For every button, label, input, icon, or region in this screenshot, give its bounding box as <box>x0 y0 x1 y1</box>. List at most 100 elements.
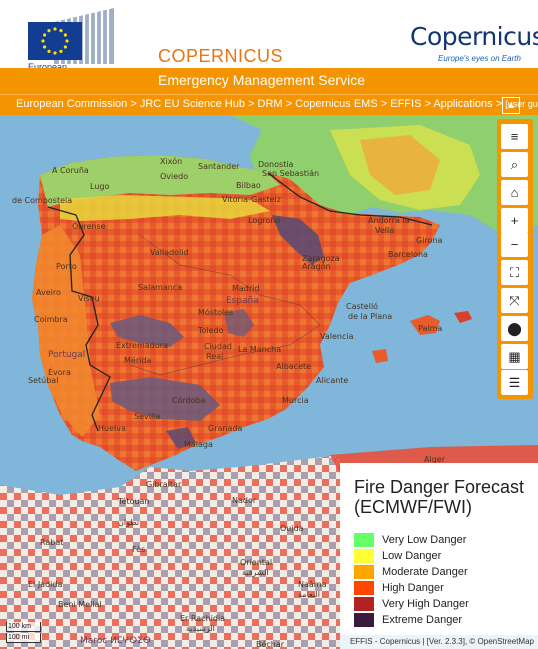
breadcrumb-separator: > <box>282 98 296 110</box>
legend-swatch <box>354 533 374 547</box>
place-label-47: Málaga <box>184 440 213 449</box>
map-toolbar: ≡ ⌕ ⌂ + − ⛶ ⤧ ⬤ ▦ ☰ <box>497 119 533 399</box>
place-label-44: Sevilla <box>134 412 161 421</box>
place-label-63: الرشيدية <box>186 624 215 633</box>
map-border-regions <box>129 234 321 376</box>
page-title: COPERNICUS <box>158 46 284 66</box>
search-icon[interactable]: ⌕ <box>501 152 528 177</box>
place-label-3: Donostia <box>258 160 294 169</box>
place-label-64: Béchar <box>256 640 285 649</box>
map-mallorca <box>410 315 440 335</box>
layers-grid-icon[interactable]: ▦ <box>501 344 528 369</box>
site-header: European Commission COPERNICUS Copernicu… <box>0 0 538 82</box>
fullscreen-icon[interactable]: ⛶ <box>501 260 528 285</box>
place-label-57: الشرقية <box>242 568 269 577</box>
place-label-9: Vitoria-Gasteiz <box>222 195 281 204</box>
breadcrumb-item-european-commission[interactable]: European Commission <box>16 98 128 110</box>
breadcrumb-item-copernicus-ems[interactable]: Copernicus EMS <box>295 98 378 110</box>
place-label-45: Huelva <box>98 424 126 433</box>
map-land-north-africa <box>0 455 340 649</box>
place-label-38: Évora <box>48 368 71 377</box>
scale-km: 100 km <box>6 622 41 632</box>
service-title: Emergency Management Service <box>158 72 365 88</box>
place-label-53: Rabat <box>40 538 64 547</box>
breadcrumb-item-drm[interactable]: DRM <box>257 98 283 110</box>
user-guide-link[interactable]: [user guide] <box>505 99 538 109</box>
map-extreme-guadalquivir <box>110 377 220 421</box>
place-label-4: San Sebastián <box>262 169 320 178</box>
scroll-top-button[interactable]: ▲ <box>502 97 520 114</box>
legend-swatch <box>354 581 374 595</box>
map-menorca <box>454 311 472 323</box>
place-label-39: Albacete <box>276 362 312 371</box>
place-label-60: النعامة <box>298 590 320 599</box>
legend-label: Very Low Danger <box>382 534 467 546</box>
location-icon[interactable]: ⬤ <box>501 316 528 341</box>
map-ibiza <box>372 349 388 363</box>
legend-label: Moderate Danger <box>382 566 468 578</box>
list-icon[interactable]: ☰ <box>501 370 528 395</box>
place-label-50: Tétouan <box>118 497 150 506</box>
place-label-11: Vella <box>375 226 395 235</box>
map-portugal-orange <box>32 225 100 437</box>
place-label-65: Maroc ⵍⵎⵖⵔⵉⴱ <box>80 636 151 646</box>
place-label-36: La Mancha <box>238 345 282 354</box>
place-label-28: Coimbra <box>34 315 68 324</box>
extent-icon[interactable]: ⤧ <box>501 288 528 313</box>
zoom-out-icon[interactable]: − <box>501 232 528 257</box>
breadcrumb-item-applications[interactable]: Applications <box>433 98 493 110</box>
breadcrumb-separator: > <box>244 98 258 110</box>
place-label-23: Viseu <box>78 294 100 303</box>
place-label-7: Bilbao <box>236 181 261 190</box>
legend-label: High Danger <box>382 582 444 594</box>
place-label-51: Nador <box>232 496 257 505</box>
breadcrumb-separator: > <box>377 98 391 110</box>
breadcrumb-separator: > <box>127 98 140 110</box>
place-label-43: Murcia <box>282 396 309 405</box>
breadcrumb-item-effis[interactable]: EFFIS <box>390 98 422 110</box>
zoom-in-icon[interactable]: + <box>501 208 528 233</box>
place-label-27: de la Plana <box>348 312 393 321</box>
place-label-52: تطوان <box>118 518 140 527</box>
place-label-5: Lugo <box>90 182 110 191</box>
place-label-25: Móstoles <box>198 308 234 317</box>
place-label-59: Naâma <box>298 580 327 589</box>
map-northern-yellow <box>60 195 270 221</box>
place-label-37: Mérida <box>124 356 152 365</box>
map-land-north-orange <box>360 135 440 195</box>
map-canvas[interactable] <box>0 115 538 649</box>
place-label-31: Valencia <box>320 332 354 341</box>
place-label-15: Valladolid <box>150 248 189 257</box>
place-label-8: de Compostela <box>12 196 73 205</box>
home-icon[interactable]: ⌂ <box>501 180 528 205</box>
place-label-40: Setúbal <box>28 376 59 385</box>
place-label-24: Madrid <box>232 284 260 293</box>
place-label-16: Barcelona <box>388 250 428 259</box>
legend-label: Very High Danger <box>382 598 469 610</box>
place-label-20: Aveiro <box>36 288 61 297</box>
place-label-29: Palma <box>418 324 443 333</box>
place-label-10: Andorra la <box>368 216 410 225</box>
place-label-61: Beni Mellal <box>58 600 102 609</box>
map-extreme-tajo <box>110 315 184 347</box>
place-label-42: Córdoba <box>172 396 206 405</box>
copernicus-tagline: Europe's eyes on Earth <box>438 54 521 63</box>
attribution-text: EFFIS - Copernicus | [Ver. 2.3.3], © Ope… <box>349 637 534 646</box>
map-extreme-south <box>166 427 196 449</box>
map-extreme-mancha <box>224 309 254 337</box>
legend-swatch <box>354 565 374 579</box>
place-label-22: España <box>226 296 259 306</box>
place-label-33: Portugal <box>48 350 86 360</box>
place-label-2: Santander <box>198 162 240 171</box>
place-label-32: Extremadura <box>116 341 168 350</box>
menu-icon[interactable]: ≡ <box>501 124 528 149</box>
legend-label: Low Danger <box>382 550 442 562</box>
breadcrumb-item-jrc[interactable]: JRC EU Science Hub <box>139 98 245 110</box>
place-label-0: A Coruña <box>52 166 89 175</box>
place-label-19: Aragón <box>302 262 331 271</box>
copernicus-logo[interactable]: Copernicus Europe's eyes on Earth <box>410 22 538 66</box>
place-label-12: Logroño <box>248 216 281 225</box>
map-northern-green <box>40 155 280 207</box>
place-label-55: Fès <box>132 545 146 554</box>
map-attribution: EFFIS - Copernicus | [Ver. 2.3.3], © Ope… <box>340 635 538 649</box>
